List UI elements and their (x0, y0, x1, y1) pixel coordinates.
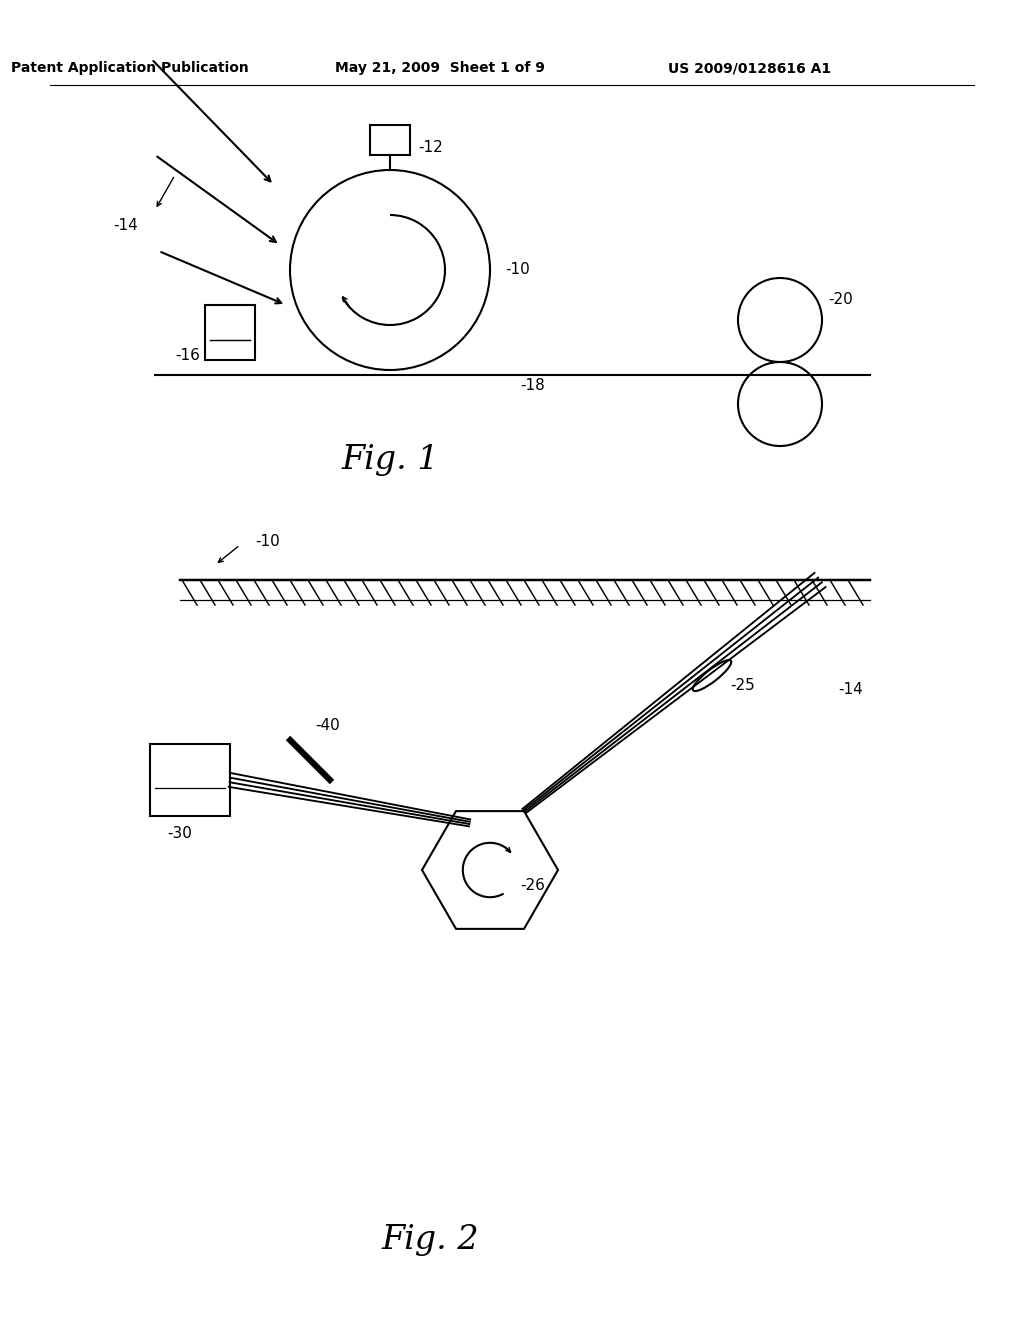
Text: -10: -10 (255, 535, 280, 549)
Text: -18: -18 (520, 378, 545, 392)
Text: May 21, 2009  Sheet 1 of 9: May 21, 2009 Sheet 1 of 9 (335, 61, 545, 75)
Text: Fig. 2: Fig. 2 (381, 1224, 479, 1257)
Text: -20: -20 (828, 293, 853, 308)
Text: -40: -40 (315, 718, 340, 733)
Text: -12: -12 (418, 140, 442, 156)
Text: Patent Application Publication: Patent Application Publication (11, 61, 249, 75)
Text: -26: -26 (520, 878, 545, 892)
Text: US 2009/0128616 A1: US 2009/0128616 A1 (669, 61, 831, 75)
Text: -14: -14 (114, 218, 138, 232)
Text: -30: -30 (168, 826, 193, 842)
Bar (370, 125, 410, 154)
Bar (205, 305, 255, 360)
Text: -10: -10 (505, 263, 529, 277)
Text: -16: -16 (175, 347, 200, 363)
Text: Fig. 1: Fig. 1 (341, 444, 439, 477)
Text: -25: -25 (730, 678, 755, 693)
Text: -14: -14 (838, 682, 863, 697)
Bar (150, 744, 230, 816)
